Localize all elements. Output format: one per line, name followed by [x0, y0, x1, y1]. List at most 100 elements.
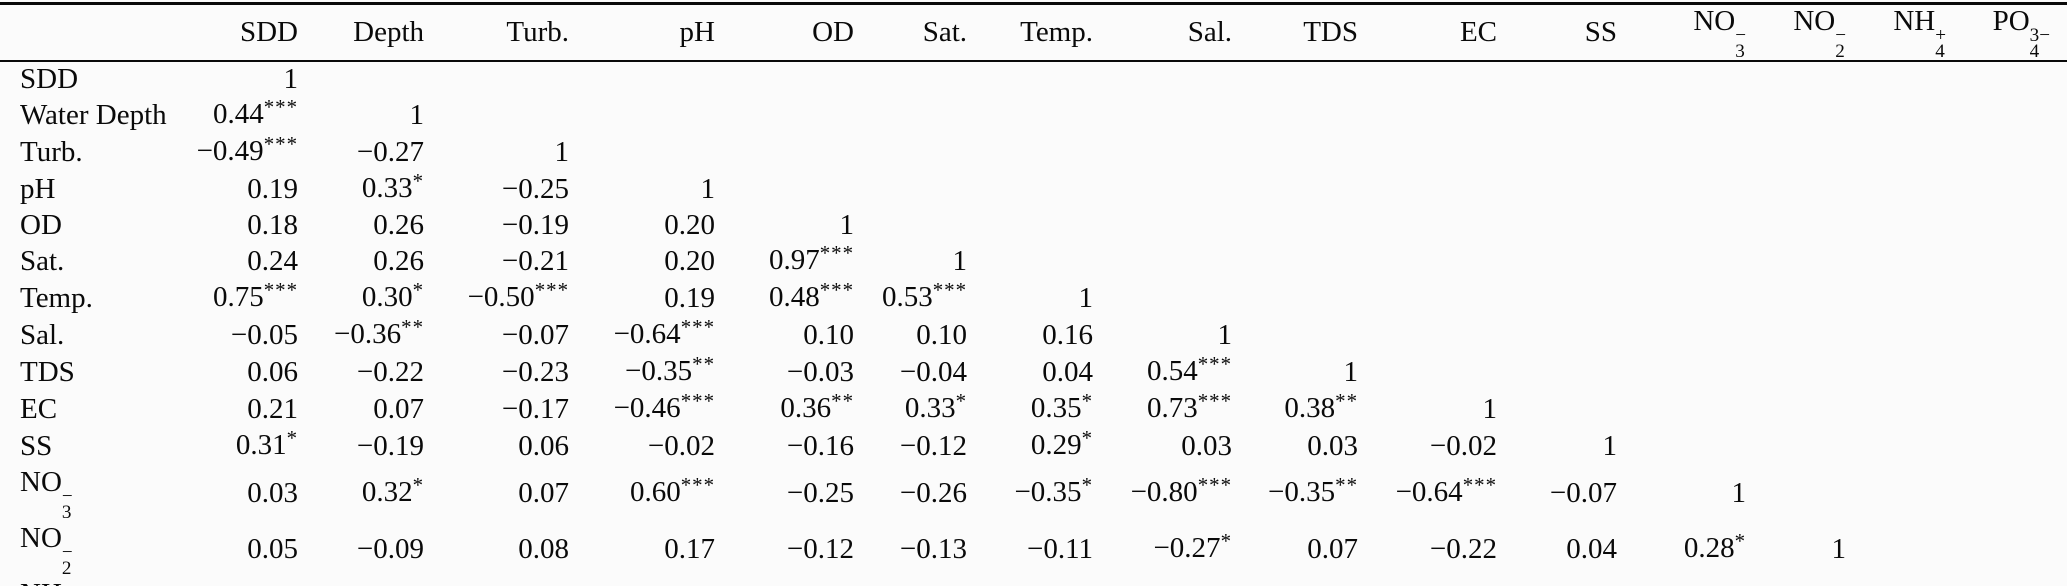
correlation-cell: −0.04 [899, 356, 967, 389]
correlation-cell: 1 [1217, 319, 1233, 352]
correlation-cell [1358, 134, 1497, 171]
correlation-cell: 0.21 [247, 393, 298, 426]
correlation-cell: −0.80*** [1130, 472, 1232, 508]
correlation-cell [967, 243, 1093, 280]
correlation-cell: 0.73*** [1146, 389, 1232, 425]
correlation-cell [1746, 465, 1846, 521]
correlation-cell [967, 171, 1093, 208]
correlation-cell [424, 61, 569, 97]
correlation-cell [1232, 317, 1358, 354]
correlation-cell [1497, 280, 1617, 317]
correlation-cell: −0.38** [160, 577, 298, 586]
correlation-cell [569, 97, 715, 134]
correlation-cell [1946, 97, 2067, 134]
column-header-no2: NO −2 [1746, 3, 1846, 63]
correlation-cell [1497, 97, 1617, 134]
correlation-cell: 0.48*** [768, 278, 854, 314]
correlation-cell [1497, 171, 1617, 208]
correlation-cell [1617, 171, 1746, 208]
correlation-cell: 0.19 [247, 173, 298, 206]
correlation-cell: −0.36** [334, 315, 424, 351]
correlation-cell: −0.27 [356, 136, 424, 169]
table-row-tds: TDS 0.06 −0.22 −0.23 −0.35** −0.03 −0.04 0.04 0.… [0, 352, 2067, 391]
correlation-cell [1497, 134, 1617, 171]
correlation-cell [1946, 354, 2067, 391]
correlation-cell [1497, 391, 1617, 428]
correlation-cell [1497, 61, 1617, 97]
correlation-cell [1946, 134, 2067, 171]
significance-stars: *** [680, 315, 715, 340]
correlation-cell: −0.23 [501, 356, 569, 389]
correlation-cell [1093, 243, 1232, 280]
correlation-cell: −0.21 [501, 245, 569, 278]
correlation-cell [1846, 391, 1946, 428]
correlation-cell [1358, 61, 1497, 97]
correlation-cell [1746, 171, 1846, 208]
correlation-cell: 0.33* [904, 389, 967, 425]
correlation-cell: 0.28* [1683, 528, 1746, 564]
significance-stars: * [956, 585, 967, 586]
row-label-tds: TDS [20, 356, 75, 389]
correlation-cell [1846, 97, 1946, 134]
correlation-cell: −0.12 [899, 430, 967, 463]
correlation-cell [1358, 354, 1497, 391]
table-row-sdd: SDD 1 [0, 61, 2067, 97]
correlation-cell: −0.35** [625, 352, 715, 388]
correlation-cell: 0.32* [361, 472, 424, 508]
correlation-cell [715, 97, 854, 134]
correlation-cell [1617, 97, 1746, 134]
correlation-cell: 0.01 [424, 577, 569, 586]
table-row-ss: SS 0.31* −0.19 0.06 −0.02 −0.16 −0.12 0.29* 0.03… [0, 426, 2067, 465]
correlation-cell [569, 61, 715, 97]
column-header-nh4: NH +4 [1846, 3, 1946, 63]
significance-stars: *** [263, 95, 298, 120]
correlation-cell: 0.54*** [1146, 352, 1232, 388]
significance-stars: * [1081, 389, 1093, 414]
column-header-ph: pH [569, 3, 715, 63]
correlation-cell: −0.22 [1429, 532, 1497, 565]
correlation-cell [1746, 280, 1846, 317]
chem-subsup: +4 [1935, 24, 1946, 62]
correlation-cell [1846, 428, 1946, 465]
correlation-cell: 0.19 [664, 282, 715, 315]
correlation-cell [1946, 280, 2067, 317]
column-header-depth: Depth [298, 3, 424, 63]
correlation-cell [1846, 61, 1946, 97]
correlation-cell [1093, 280, 1232, 317]
correlation-cell: −0.50*** [467, 278, 569, 314]
row-label-od: OD [20, 209, 62, 242]
correlation-cell: −0.13 [899, 532, 967, 565]
correlation-cell: 0.10 [916, 319, 967, 352]
significance-stars: *** [1462, 472, 1497, 497]
correlation-cell [298, 61, 424, 97]
chem-subsup: 3− 4 [2029, 24, 2050, 62]
correlation-cell [854, 134, 967, 171]
correlation-cell [1746, 391, 1846, 428]
significance-stars: ** [275, 585, 298, 586]
correlation-cell: −0.28* [715, 577, 854, 586]
correlation-cell [1617, 317, 1746, 354]
correlation-cell [854, 97, 967, 134]
correlation-cell: 0.03 [247, 476, 298, 509]
significance-stars: *** [263, 278, 298, 303]
correlation-cell [715, 134, 854, 171]
row-label-ss: SS [20, 430, 53, 463]
correlation-cell [1358, 243, 1497, 280]
table-row-od: OD 0.18 0.26 −0.19 0.20 1 [0, 208, 2067, 243]
correlation-cell: −0.25 [786, 476, 854, 509]
correlation-cell: 0.16 [1042, 319, 1093, 352]
correlation-cell [1617, 61, 1746, 97]
table-body: SDD 1 Water Depth 0.44*** 1 Turb. −0.49*** −0.2… [0, 61, 2067, 586]
correlation-cell [1946, 465, 2067, 521]
correlation-cell [1497, 243, 1617, 280]
correlation-cell: 0.06 [247, 356, 298, 389]
column-header-ec: EC [1358, 3, 1497, 63]
correlation-cell [1946, 317, 2067, 354]
significance-stars: *** [263, 132, 298, 157]
table-row-sat: Sat. 0.24 0.26 −0.21 0.20 0.97*** 1 [0, 241, 2067, 280]
correlation-cell: 0.26 [373, 245, 424, 278]
correlation-cell: −0.05 [230, 319, 298, 352]
row-label-sdd: SDD [20, 63, 79, 96]
correlation-cell [1232, 280, 1358, 317]
